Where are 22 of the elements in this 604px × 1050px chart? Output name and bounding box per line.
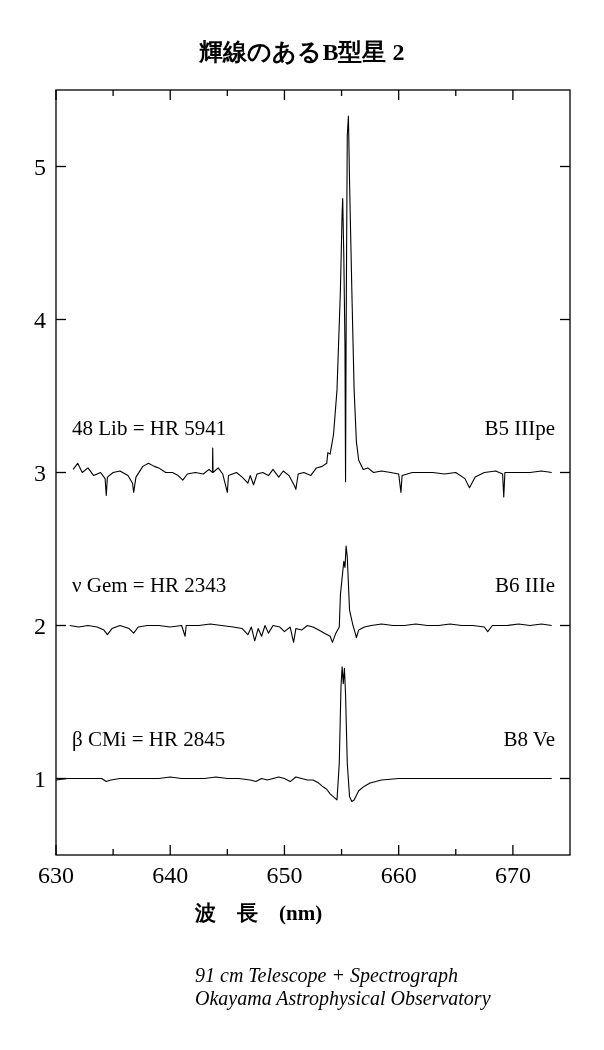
x-tick-label: 630 [38, 862, 74, 888]
annotation: B5 IIIpe [484, 416, 555, 441]
title: 輝線のあるB型星 2 [199, 39, 405, 65]
annotation: B6 IIIe [494, 572, 555, 597]
y-tick-label: 5 [34, 153, 46, 180]
series-label: 48 Lib = HR 5941 [72, 416, 227, 441]
x-tick-label: 650 [266, 862, 303, 888]
y-tick-label: 1 [34, 765, 46, 792]
text: 91 cm Telescope + Spectrograph [195, 964, 459, 987]
series-label: β CMi = HR 2845 [72, 727, 226, 752]
annotation: B8 Ve [503, 727, 555, 752]
text: Okayama Astrophysical Observatory [195, 987, 491, 1010]
line-series [69, 545, 553, 643]
y-tick-label: 3 [34, 459, 46, 486]
x-tick-label: 640 [152, 862, 189, 888]
xlabel: 波 長 (nm) [195, 901, 323, 925]
y-tick-label: 4 [34, 306, 46, 333]
series-label: ν Gem = HR 2343 [72, 572, 227, 597]
line-series [72, 115, 553, 498]
x-tick-label: 660 [380, 862, 417, 888]
x-tick-label: 670 [494, 862, 531, 888]
y-tick-label: 2 [34, 612, 46, 639]
